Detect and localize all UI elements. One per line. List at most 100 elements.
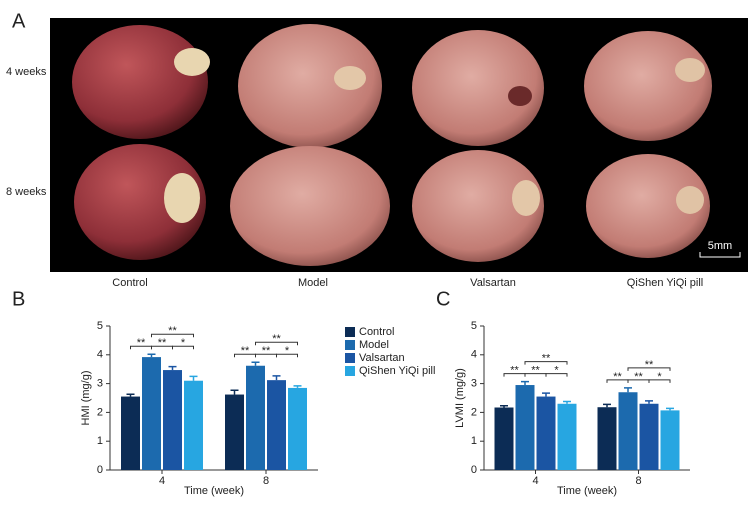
legend-swatch [345,366,355,376]
bar [246,365,265,470]
bar [536,396,556,470]
bar [618,392,638,470]
bar [142,357,161,470]
row-label: 8 weeks [6,186,47,198]
significance-bracket [255,341,298,346]
scale-bar-label: 5mm [708,240,732,252]
significance-label: ** [241,345,250,357]
y-tick-label: 3 [97,378,103,390]
error-bar [645,400,653,404]
y-axis-label: LVMI (mg/g) [454,368,466,428]
error-bar [147,353,156,358]
x-axis-label: Time (week) [557,485,617,497]
bar [515,385,535,470]
x-tick-label: 4 [532,475,538,487]
y-tick-label: 1 [97,435,103,447]
row-label: 4 weeks [6,66,47,78]
scale-bar [699,252,741,258]
bar [597,407,617,470]
y-tick-label: 0 [471,464,477,476]
significance-bracket [151,333,194,338]
bar [163,370,182,470]
x-tick-label: 4 [159,475,165,487]
panel-label: A [12,10,26,32]
panel-label: C [436,288,450,310]
heart-fat [164,173,200,223]
significance-label: * [285,345,290,357]
column-label: Model [298,277,328,289]
heart-fat [174,48,210,76]
error-bar [230,389,239,395]
error-bar [666,407,674,411]
bar [121,396,140,470]
significance-label: ** [613,371,622,383]
significance-bracket [276,353,298,358]
error-bar [126,393,135,397]
heart [412,150,544,262]
significance-label: ** [645,359,654,371]
significance-bracket [545,373,568,377]
y-tick-label: 0 [97,464,103,476]
bar [639,403,659,470]
bar [557,403,577,470]
error-bar [603,403,611,408]
error-bar [251,361,260,366]
legend-label: Control [359,326,394,338]
error-bar [189,375,198,381]
significance-label: ** [634,371,643,383]
y-tick-label: 3 [471,378,477,390]
column-label: Control [112,277,147,289]
y-tick-label: 2 [471,406,477,418]
column-label: Valsartan [470,277,516,289]
bar [494,407,514,470]
heart [74,144,206,260]
legend-label: QiShen YiQi pill [359,365,435,377]
heart-fat [512,180,540,216]
x-axis-label: Time (week) [184,485,244,497]
y-tick-label: 1 [471,435,477,447]
x-tick-label: 8 [635,475,641,487]
bar [225,394,244,470]
heart-photos [72,24,712,266]
bar [267,380,286,470]
error-bar [624,387,632,393]
y-tick-label: 4 [471,349,477,361]
heart-fat [334,66,366,90]
significance-label: ** [272,333,281,345]
y-tick-label: 2 [97,406,103,418]
bar [660,410,680,470]
significance-label: ** [542,352,551,364]
y-tick-label: 5 [97,320,103,332]
legend-swatch [345,327,355,337]
legend-label: Valsartan [359,352,405,364]
legend-swatch [345,340,355,350]
heart-fat [676,186,704,214]
x-tick-label: 8 [263,475,269,487]
significance-label: * [181,337,186,349]
significance-label: ** [262,345,271,357]
heart [584,31,712,141]
significance-label: * [554,364,559,376]
column-label: QiShen YiQi pill [627,277,703,289]
error-bar [521,380,529,386]
y-axis-label: HMI (mg/g) [80,371,92,426]
heart-spot [508,86,532,106]
significance-bracket [172,345,194,350]
legend-label: Model [359,339,389,351]
significance-bracket [648,379,671,383]
significance-label: * [657,371,662,383]
heart-fat [675,58,705,82]
heart [238,24,382,148]
significance-label: ** [510,364,519,376]
heart [230,146,390,266]
heart [72,25,208,139]
legend-swatch [345,353,355,363]
bar [184,380,203,470]
significance-label: ** [531,364,540,376]
error-bar [293,385,302,388]
significance-label: ** [137,337,146,349]
panel-label: B [12,288,25,310]
error-bar [542,392,550,397]
error-bar [272,375,281,381]
